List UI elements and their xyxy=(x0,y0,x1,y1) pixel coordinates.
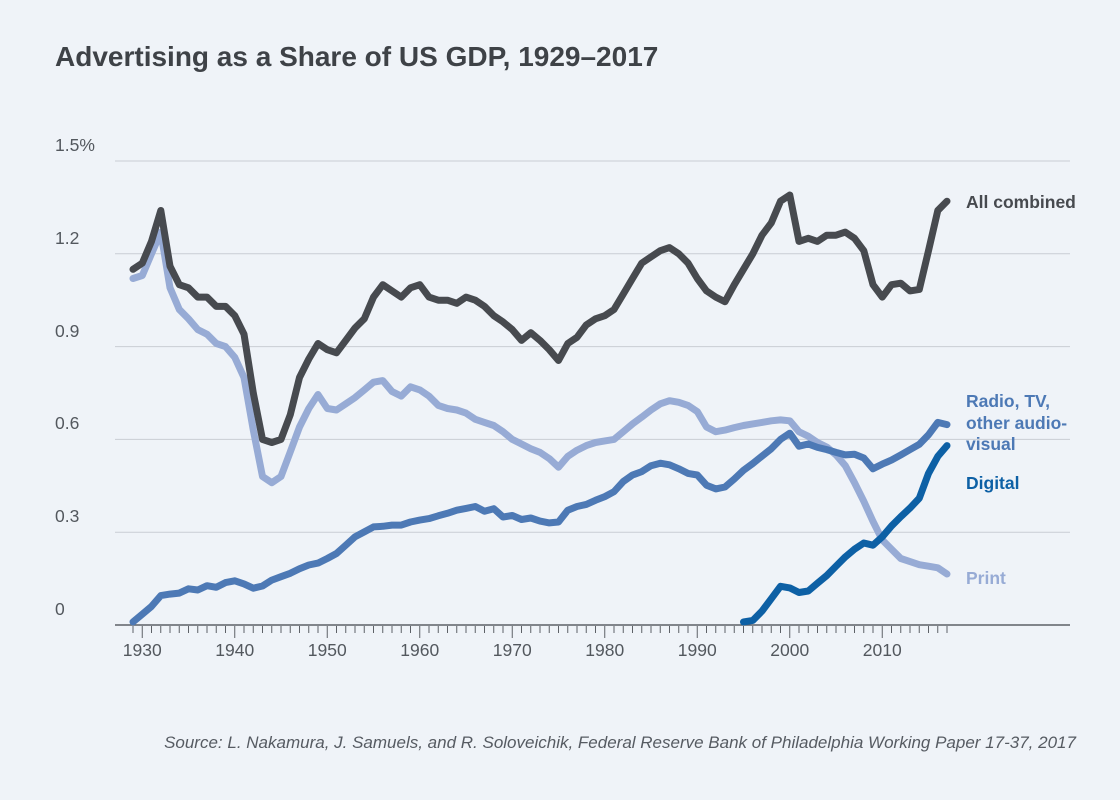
series-label-radio-tv-line: Radio, TV, xyxy=(966,391,1050,411)
source-note: Source: L. Nakamura, J. Samuels, and R. … xyxy=(164,733,1076,752)
x-axis-label: 1930 xyxy=(122,640,162,660)
y-axis-label: 0.3 xyxy=(55,506,80,527)
y-axis-label: 0.9 xyxy=(55,320,80,341)
series-label-radio-tv-line: visual xyxy=(966,434,1016,454)
x-axis-label: 1960 xyxy=(400,640,440,660)
series-label-radio-tv-line: other audio- xyxy=(966,412,1068,433)
x-axis-label: 1940 xyxy=(215,640,255,660)
y-axis-label: 1.5% xyxy=(55,135,95,155)
y-axis-label: 1.2 xyxy=(55,227,80,248)
x-axis-label: 1990 xyxy=(677,640,717,660)
x-axis-label: 1980 xyxy=(585,640,625,660)
x-axis-label: 2010 xyxy=(862,640,902,660)
y-axis-label: 0 xyxy=(55,599,65,619)
x-axis-label: 1970 xyxy=(492,640,532,660)
series-label-all-combined: All combined xyxy=(966,192,1076,212)
series-label-radio-tv: Radio, TV, other audio- visual xyxy=(966,391,1067,456)
series-label-digital: Digital xyxy=(966,473,1020,493)
series-label-print: Print xyxy=(966,568,1006,588)
chart-title: Advertising as a Share of US GDP, 1929–2… xyxy=(55,41,659,72)
x-axis-label: 2000 xyxy=(770,640,810,660)
x-axis-label: 1950 xyxy=(307,640,347,660)
y-axis-label: 0.6 xyxy=(55,413,80,434)
